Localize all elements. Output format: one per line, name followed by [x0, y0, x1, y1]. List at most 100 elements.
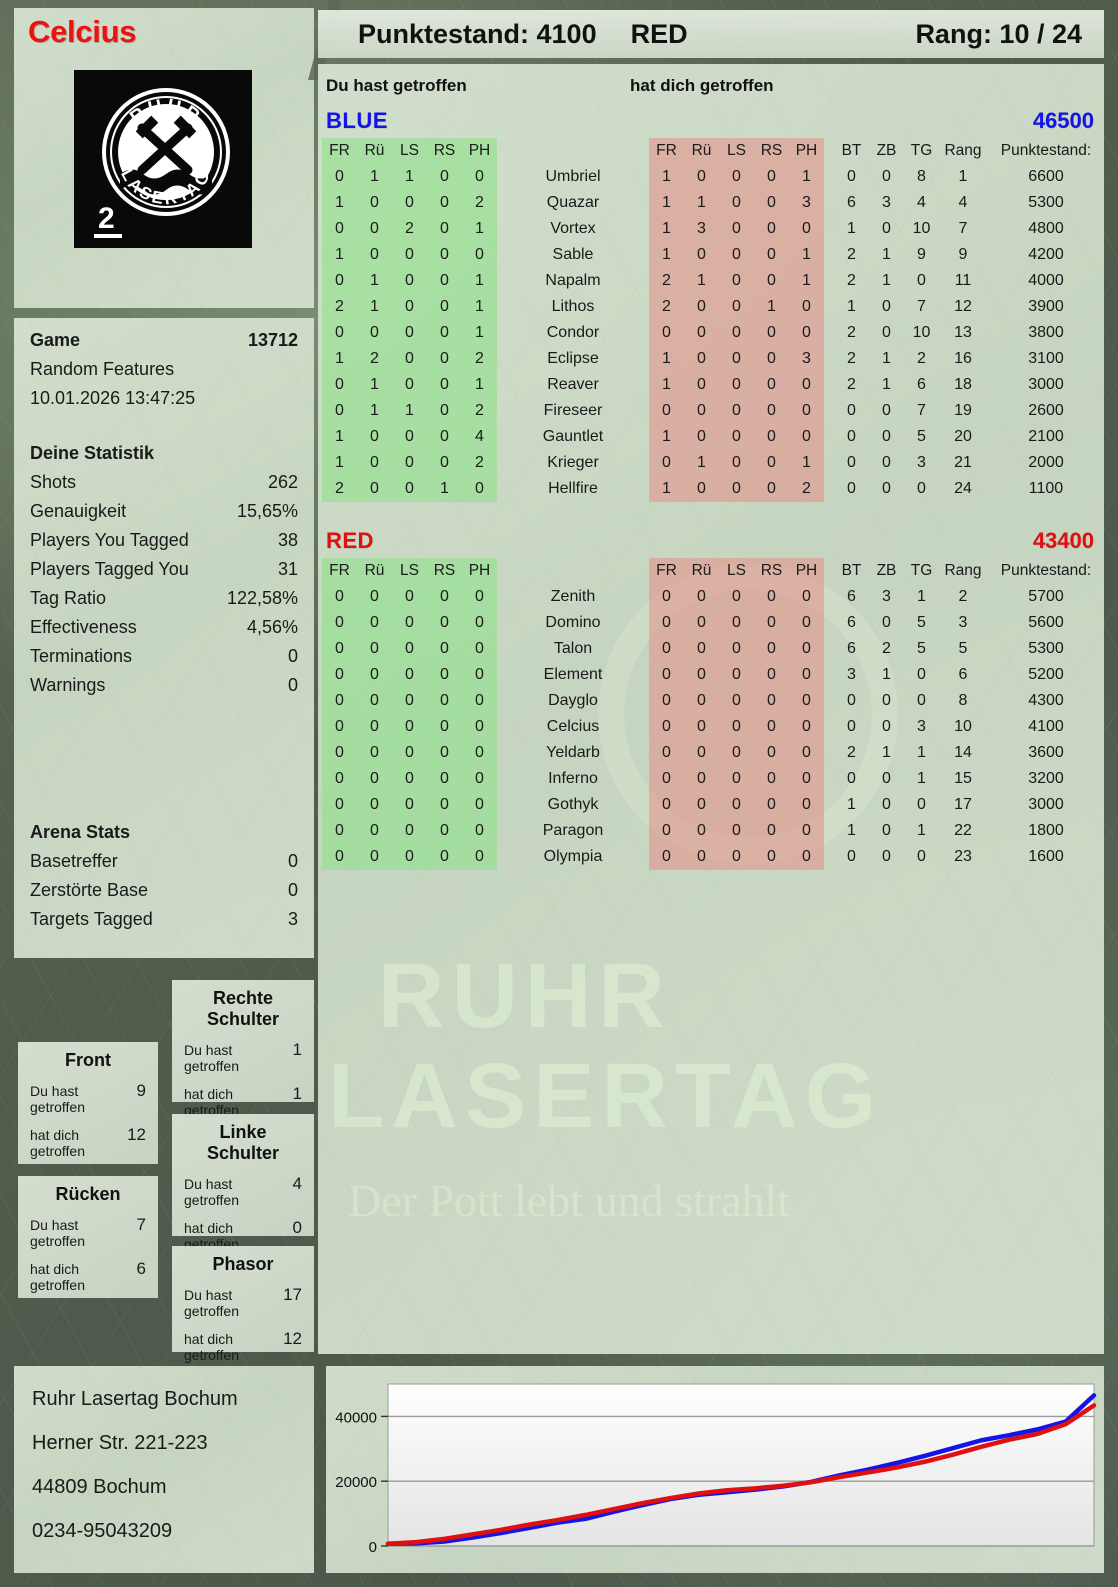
table-row[interactable]: 1 2 0 0 2 Eclipse 1 0 0 0 3 2 1 2 16 3100 — [322, 346, 1105, 372]
zone-title: Front — [65, 1050, 111, 1070]
zone-you-value: 9 — [136, 1081, 146, 1100]
cell-them-rü: 0 — [684, 714, 719, 740]
cell-zb: 0 — [882, 822, 891, 839]
cell-them-fr: 2 — [649, 294, 684, 320]
cell-them-fr: 0 — [649, 818, 684, 844]
score-progression-chart: 0 20000 40000 — [326, 1366, 1104, 1573]
cell-them-ph: 0 — [789, 792, 824, 818]
table-row[interactable]: 0 0 0 0 0 Gothyk 0 0 0 0 0 1 0 0 17 3000 — [322, 792, 1105, 818]
zone-title: Rechte Schulter — [206, 988, 280, 1029]
table-row[interactable]: 0 0 0 0 0 Celcius 0 0 0 0 0 0 0 3 10 4100 — [322, 714, 1105, 740]
table-row[interactable]: 0 0 2 0 1 Vortex 1 3 0 0 0 1 0 10 7 4800 — [322, 216, 1105, 242]
cell-points: 5600 — [1028, 614, 1064, 631]
cell-you-rs: 0 — [427, 714, 462, 740]
col-header-zb: ZB — [876, 562, 897, 579]
address-panel: Ruhr Lasertag Bochum Herner Str. 221-223 4… — [14, 1366, 314, 1573]
cell-player-name: Quazar — [546, 194, 600, 211]
cell-bt: 2 — [847, 246, 856, 263]
cell-you-fr: 0 — [322, 792, 357, 818]
cell-them-ls: 0 — [719, 476, 754, 502]
you-tagged-header: Du hast getroffen — [326, 76, 467, 95]
cell-you-ls: 0 — [392, 844, 427, 870]
cell-tg: 1 — [917, 770, 926, 787]
table-row[interactable]: 0 0 0 0 0 Paragon 0 0 0 0 0 1 0 1 22 1800 — [322, 818, 1105, 844]
col-header-zb: ZB — [876, 142, 897, 159]
table-row[interactable]: 1 0 0 0 4 Gauntlet 1 0 0 0 0 0 0 5 20 2100 — [322, 424, 1105, 450]
cell-you-ls: 0 — [392, 818, 427, 844]
table-row[interactable]: 2 0 0 1 0 Hellfire 1 0 0 0 2 0 0 0 24 1100 — [322, 476, 1105, 502]
zone-them-row: hat dich getroffen 12 — [184, 1329, 302, 1363]
table-row[interactable]: 0 0 0 0 0 Dayglo 0 0 0 0 0 0 0 0 8 4300 — [322, 688, 1105, 714]
table-row[interactable]: 0 1 1 0 2 Fireseer 0 0 0 0 0 0 0 7 19 2600 — [322, 398, 1105, 424]
cell-you-ls: 0 — [392, 792, 427, 818]
table-row[interactable]: 0 1 0 0 1 Reaver 1 0 0 0 0 2 1 6 18 3000 — [322, 372, 1105, 398]
col-header-them-ls: LS — [719, 558, 754, 584]
zone-box-front: Front Du hast getroffen 9 hat dich getroffe… — [18, 1042, 158, 1164]
cell-rang: 5 — [958, 640, 968, 657]
table-row[interactable]: 1 0 0 0 2 Quazar 1 1 0 0 3 6 3 4 4 5300 — [322, 190, 1105, 216]
cell-them-rs: 0 — [754, 636, 789, 662]
cell-you-ph: 0 — [462, 792, 497, 818]
score-label: Punktestand: 4100 — [358, 18, 597, 49]
cell-you-rü: 0 — [357, 424, 392, 450]
col-header-you-rü: Rü — [357, 138, 392, 164]
cell-you-rü: 0 — [357, 714, 392, 740]
cell-points: 4200 — [1028, 246, 1064, 263]
cell-you-rü: 0 — [357, 844, 392, 870]
zone-box-back: Rücken Du hast getroffen 7 hat dich getroff… — [18, 1176, 158, 1298]
table-row[interactable]: 1 0 0 0 2 Krieger 0 1 0 0 1 0 0 3 21 2000 — [322, 450, 1105, 476]
cell-you-ls: 0 — [392, 740, 427, 766]
cell-bt: 0 — [847, 718, 856, 735]
cell-them-rü: 1 — [684, 190, 719, 216]
address-line: Ruhr Lasertag Bochum — [32, 1388, 238, 1410]
table-row[interactable]: 0 1 1 0 0 Umbriel 1 0 0 0 1 0 0 8 1 6600 — [322, 164, 1105, 190]
cell-player-name: Celcius — [546, 718, 600, 735]
cell-you-ls: 0 — [392, 476, 427, 502]
cell-them-fr: 1 — [649, 242, 684, 268]
arena-stat-row: Targets Tagged 3 — [30, 909, 298, 938]
cell-points: 5300 — [1028, 194, 1064, 211]
cell-points: 4000 — [1028, 272, 1064, 289]
table-row[interactable]: 0 0 0 0 0 Inferno 0 0 0 0 0 0 0 1 15 3200 — [322, 766, 1105, 792]
table-row[interactable]: 1 0 0 0 0 Sable 1 0 0 0 1 2 1 9 9 4200 — [322, 242, 1105, 268]
table-row[interactable]: 0 0 0 0 0 Talon 0 0 0 0 0 6 2 5 5 5300 — [322, 636, 1105, 662]
cell-them-fr: 1 — [649, 372, 684, 398]
cell-player-name: Dayglo — [548, 692, 598, 709]
score-table-blue: FR Rü LS RS PH FR Rü LS RS PH BT ZB TG Rang Punktestan… — [322, 138, 1105, 502]
watermark-line-2: LASERTAG — [328, 1045, 884, 1147]
cell-you-rs: 0 — [427, 164, 462, 190]
table-row[interactable]: 0 0 0 0 0 Olympia 0 0 0 0 0 0 0 0 23 1600 — [322, 844, 1105, 870]
cell-you-ls: 0 — [392, 610, 427, 636]
table-row[interactable]: 0 0 0 0 0 Element 0 0 0 0 0 3 1 0 6 5200 — [322, 662, 1105, 688]
cell-zb: 1 — [882, 376, 891, 393]
cell-rang: 21 — [954, 454, 972, 471]
cell-player-name: Domino — [545, 614, 601, 631]
cell-gap — [824, 190, 834, 216]
table-row[interactable]: 0 0 0 0 0 Zenith 0 0 0 0 0 6 3 1 2 5700 — [322, 584, 1105, 610]
cell-rang: 6 — [958, 666, 968, 683]
arena-title-row: Arena Stats — [30, 822, 298, 851]
col-header-you-ph: PH — [462, 558, 497, 584]
cell-tg: 0 — [917, 692, 926, 709]
table-row[interactable]: 0 0 0 0 0 Domino 0 0 0 0 0 6 0 5 3 5600 — [322, 610, 1105, 636]
cell-you-fr: 1 — [322, 346, 357, 372]
arena-stat-label: Zerstörte Base — [30, 880, 149, 900]
zone-them-value: 0 — [292, 1218, 302, 1237]
game-id: 13712 — [247, 330, 298, 350]
table-row[interactable]: 0 0 0 0 1 Condor 0 0 0 0 0 2 0 10 13 3800 — [322, 320, 1105, 346]
cell-them-ph: 0 — [789, 662, 824, 688]
cell-tg: 3 — [917, 454, 926, 471]
cell-rang: 13 — [954, 324, 972, 341]
table-row[interactable]: 0 0 0 0 0 Yeldarb 0 0 0 0 0 2 1 1 14 3600 — [322, 740, 1105, 766]
cell-them-rs: 0 — [754, 476, 789, 502]
cell-you-ls: 0 — [392, 662, 427, 688]
cell-them-fr: 1 — [649, 190, 684, 216]
stat-value: 4,56% — [246, 617, 298, 637]
cell-you-ph: 0 — [462, 818, 497, 844]
zone-box-phasor: Phasor Du hast getroffen 17 hat dich getrof… — [172, 1246, 314, 1363]
table-row[interactable]: 0 1 0 0 1 Napalm 2 1 0 0 1 2 1 0 11 4000 — [322, 268, 1105, 294]
cell-them-fr: 0 — [649, 688, 684, 714]
game-mode-row: Random Features — [30, 359, 298, 388]
table-row[interactable]: 2 1 0 0 1 Lithos 2 0 0 1 0 1 0 7 12 3900 — [322, 294, 1105, 320]
col-header-points: Punktestand: — [1000, 562, 1092, 579]
